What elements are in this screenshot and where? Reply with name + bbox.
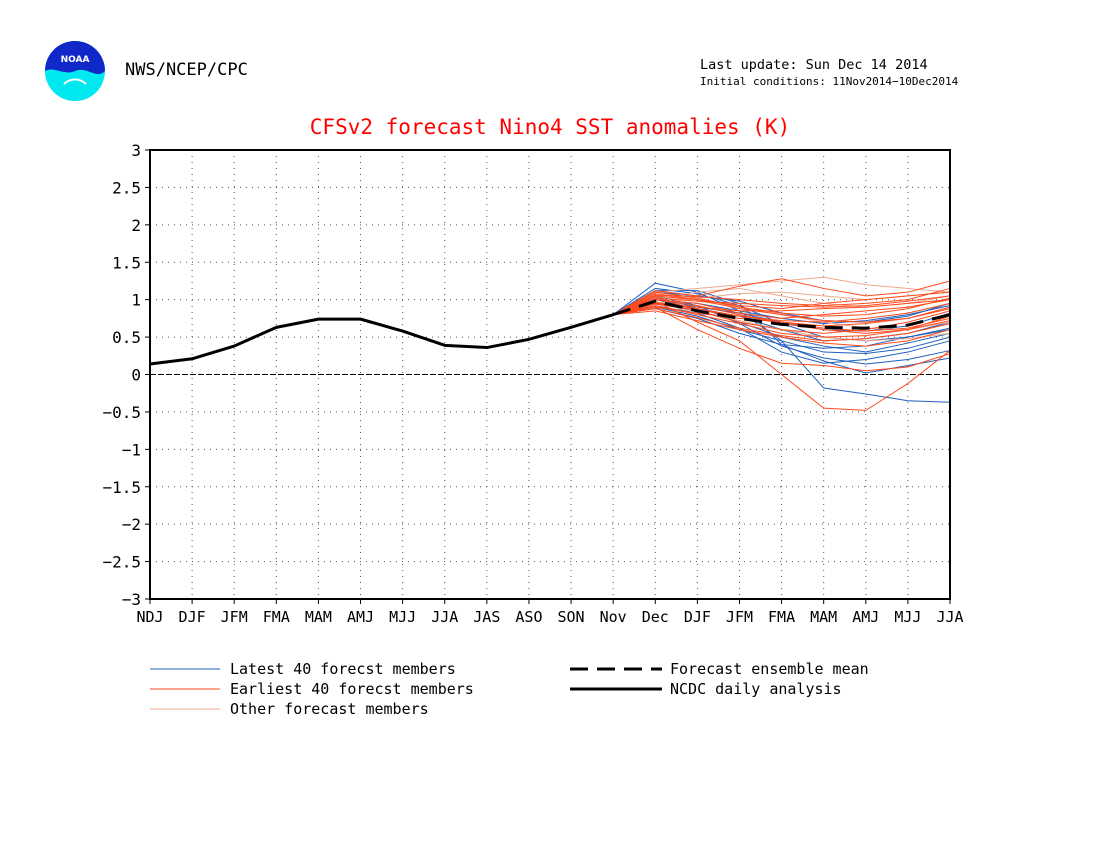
chart-title: CFSv2 forecast Nino4 SST anomalies (K) — [310, 115, 790, 139]
forecast-members — [612, 276, 951, 411]
observed-line — [149, 313, 614, 366]
x-tick-label: JJA — [431, 608, 458, 626]
forecast-member-line — [613, 310, 951, 347]
legend — [150, 667, 662, 710]
legend-label-observed: NCDC daily analysis — [670, 680, 842, 698]
y-tick-label: −2.5 — [102, 553, 141, 572]
y-tick-label: −2 — [122, 515, 141, 534]
legend-label-earliest: Earliest 40 forecst members — [230, 680, 474, 698]
y-tick-label: 0 — [131, 366, 141, 385]
x-tick-label: JJA — [936, 608, 963, 626]
noaa-logo: NOAA — [45, 41, 105, 101]
y-tick-label: 0.5 — [112, 328, 141, 347]
x-tick-label: SON — [558, 608, 585, 626]
forecast-member-line — [612, 291, 951, 316]
x-tick-label: JAS — [473, 608, 500, 626]
x-tick-label: ASO — [515, 608, 542, 626]
y-tick-label: −3 — [122, 590, 141, 609]
legend-label-latest: Latest 40 forecst members — [230, 660, 456, 678]
x-tick-label: MAM — [305, 608, 332, 626]
forecast-member-line — [612, 295, 951, 316]
y-tick-label: −1 — [122, 440, 141, 459]
y-tick-label: 1.5 — [112, 253, 141, 272]
x-tick-label: MJJ — [894, 608, 921, 626]
x-tick-label: DJF — [684, 608, 711, 626]
last-update: Last update: Sun Dec 14 2014 — [700, 57, 928, 73]
x-tick-label: MAM — [810, 608, 837, 626]
y-tick-label: −1.5 — [102, 478, 141, 497]
x-tick-label: JFM — [726, 608, 753, 626]
grid — [150, 150, 950, 599]
x-axis: NDJ DJF JFM FMA MAM AMJ MJJ JJA JAS ASO SON Nov Dec D… — [136, 599, 964, 626]
ensemble-mean-line — [612, 299, 951, 330]
x-tick-label: DJF — [179, 608, 206, 626]
forecast-member-line — [613, 308, 951, 342]
logo-text: NOAA — [61, 55, 90, 65]
forecast-member-line — [612, 287, 951, 316]
x-tick-label: NDJ — [136, 608, 163, 626]
main-lines — [149, 299, 951, 366]
x-tick-label: MJJ — [389, 608, 416, 626]
forecast-member-line — [612, 278, 951, 316]
y-tick-label: 2 — [131, 216, 141, 235]
forecast-member-line — [613, 306, 951, 327]
x-tick-label: FMA — [263, 608, 290, 626]
y-tick-label: 2.5 — [112, 178, 141, 197]
x-tick-label: AMJ — [852, 608, 879, 626]
forecast-member-line — [613, 302, 951, 323]
legend-label-other: Other forecast members — [230, 700, 429, 718]
forecast-member-line — [613, 306, 951, 355]
y-tick-label: 1 — [131, 291, 141, 310]
forecast-member-line — [612, 291, 951, 317]
x-tick-label: Nov — [600, 608, 627, 626]
y-axis: 3 2.5 2 1.5 1 0.5 0 −0.5 −1 −1.5 −2 −2.5 −3 — [102, 141, 150, 609]
forecast-member-line — [612, 276, 951, 316]
y-tick-label: −0.5 — [102, 403, 141, 422]
agency-label: NWS/NCEP/CPC — [125, 60, 248, 80]
x-tick-label: Dec — [642, 608, 669, 626]
x-tick-label: FMA — [768, 608, 795, 626]
y-tick-label: 3 — [131, 141, 141, 160]
x-tick-label: AMJ — [347, 608, 374, 626]
x-tick-label: JFM — [221, 608, 248, 626]
legend-label-mean: Forecast ensemble mean — [670, 660, 869, 678]
initial-conditions: Initial conditions: 11Nov2014−10Dec2014 — [700, 75, 959, 88]
